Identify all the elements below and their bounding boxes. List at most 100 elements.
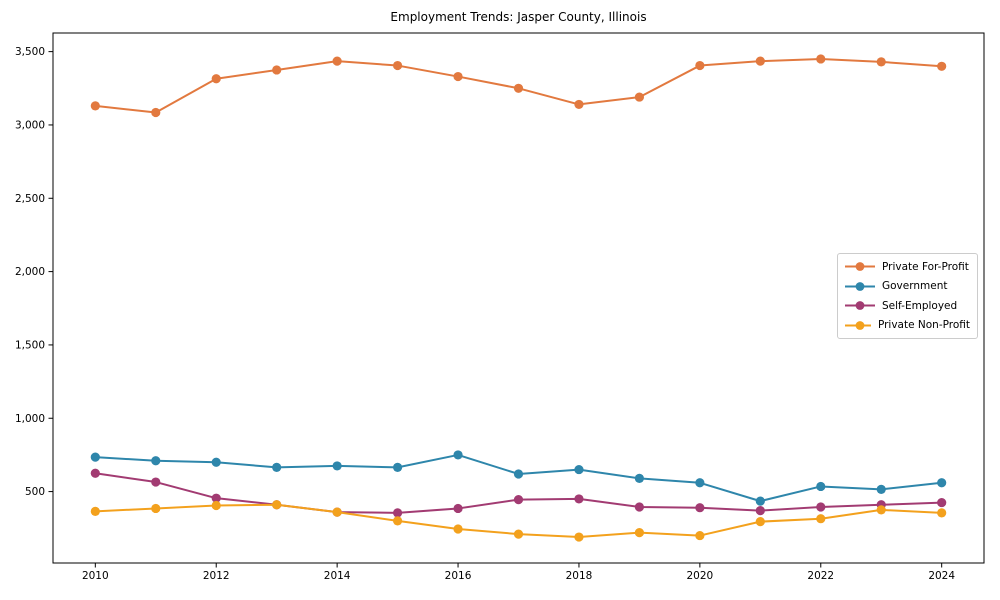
data-point: [634, 502, 645, 512]
legend-item-private-for-profit: Private For-Profit: [845, 261, 970, 273]
legend-dot: [855, 301, 865, 311]
data-point: [695, 530, 705, 541]
data-point: [755, 56, 765, 66]
data-point: [90, 452, 100, 462]
data-point: [513, 495, 524, 505]
x-tick-label: 2024: [928, 570, 955, 582]
data-point: [816, 514, 826, 524]
legend-label: Government: [882, 280, 948, 293]
data-point: [937, 497, 947, 508]
legend-marker-icon: [845, 301, 875, 311]
x-tick-label: 2020: [686, 570, 713, 582]
y-tick-label: 3,000: [15, 119, 45, 131]
data-point: [876, 484, 886, 494]
legend-label: Private Non-Profit: [877, 319, 970, 332]
y-tick-label: 1,000: [15, 413, 45, 425]
data-point: [513, 469, 524, 479]
data-point: [574, 464, 584, 475]
x-axis: 2010 2012 2014 2016 2018 2020 2022 2024: [82, 563, 955, 582]
chart-title: Employment Trends: Jasper County, Illino…: [390, 10, 647, 24]
series-line: [95, 472, 942, 514]
data-point: [392, 462, 403, 472]
data-point: [513, 83, 524, 93]
y-tick-label: 1,500: [15, 339, 45, 351]
data-point: [151, 456, 161, 466]
data-point: [392, 516, 403, 526]
data-point: [695, 478, 705, 488]
data-point: [211, 74, 221, 84]
x-tick-label: 2010: [82, 570, 109, 582]
series-self-employed: [90, 468, 947, 518]
data-point: [574, 494, 584, 504]
y-tick-label: 2,500: [15, 193, 45, 205]
series-private-non-profit: [90, 500, 947, 542]
data-point: [272, 65, 282, 75]
x-tick-label: 2016: [445, 570, 472, 582]
legend-marker-icon: [845, 262, 875, 272]
data-point: [392, 60, 403, 71]
data-point: [513, 529, 524, 539]
data-point: [937, 508, 947, 518]
y-axis: 500 1,000 1,500 2,000 2,500 3,000 3,500: [15, 46, 53, 498]
data-point: [90, 101, 100, 111]
data-point: [392, 508, 403, 518]
data-point: [453, 450, 463, 460]
x-tick-label: 2012: [203, 570, 230, 582]
x-tick-label: 2022: [807, 570, 834, 582]
data-point: [876, 57, 886, 67]
legend-marker-icon: [845, 281, 875, 291]
legend-marker-icon: [845, 320, 871, 330]
legend-dot: [855, 262, 865, 272]
x-tick-label: 2014: [324, 570, 351, 582]
data-point: [816, 502, 826, 512]
x-tick-label: 2018: [566, 570, 593, 582]
data-point: [634, 92, 645, 102]
data-point: [211, 457, 221, 467]
y-tick-label: 2,000: [15, 266, 45, 278]
legend-item-government: Government: [845, 280, 970, 292]
data-point: [574, 99, 584, 110]
data-point: [151, 503, 161, 514]
data-point: [272, 462, 282, 472]
data-point: [755, 496, 765, 506]
y-tick-label: 500: [25, 486, 45, 498]
series-government: [90, 450, 947, 506]
legend-dot: [855, 320, 865, 330]
plot-border: [52, 32, 985, 564]
data-point: [453, 503, 463, 514]
legend-item-private-non-profit: Private Non-Profit: [845, 319, 970, 331]
data-point: [755, 506, 765, 516]
legend-label: Self-Employed: [882, 299, 958, 312]
data-point: [816, 54, 826, 64]
data-point: [90, 506, 100, 516]
data-point: [453, 524, 463, 534]
y-tick-label: 3,500: [15, 46, 45, 58]
data-point: [755, 517, 765, 527]
data-point: [876, 505, 886, 515]
legend-item-self-employed: Self-Employed: [845, 300, 970, 312]
data-point: [151, 477, 161, 487]
data-point: [634, 528, 645, 538]
data-point: [332, 507, 342, 517]
data-point: [695, 60, 705, 71]
data-point: [634, 473, 645, 483]
data-point: [272, 500, 282, 510]
data-point: [574, 532, 584, 542]
series-private-for-profit: [90, 54, 947, 118]
data-point: [90, 468, 100, 478]
legend-label: Private For-Profit: [882, 260, 969, 273]
data-point: [332, 56, 342, 66]
data-point: [211, 500, 221, 511]
legend-dot: [855, 281, 865, 291]
data-point: [816, 481, 826, 492]
data-point: [695, 503, 705, 513]
data-point: [332, 461, 342, 471]
data-point: [211, 493, 221, 503]
data-point: [151, 107, 161, 118]
data-point: [937, 478, 947, 488]
legend: Private For-Profit Government Self-Employe…: [837, 253, 978, 339]
data-point: [937, 61, 947, 71]
data-point: [453, 71, 463, 82]
